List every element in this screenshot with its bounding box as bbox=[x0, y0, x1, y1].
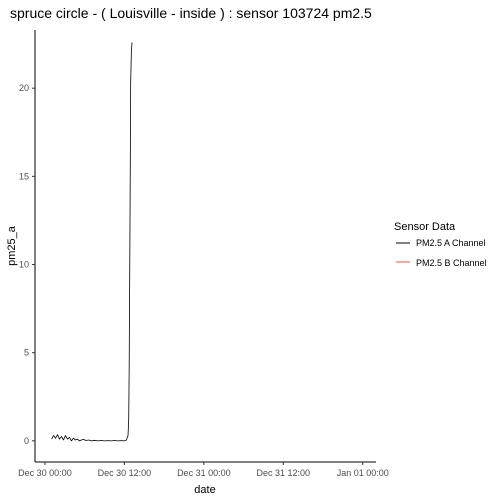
chart-title: spruce circle - ( Louisville - inside ) … bbox=[10, 5, 372, 21]
y-tick-label: 15 bbox=[19, 171, 29, 181]
x-axis-ticks: Dec 30 00:00 Dec 30 12:00 Dec 31 00:00 Dec … bbox=[18, 462, 389, 478]
y-tick-label: 5 bbox=[24, 348, 29, 358]
x-tick-label: Dec 31 00:00 bbox=[177, 468, 231, 478]
x-axis-title: date bbox=[194, 484, 215, 496]
legend-label-b: PM2.5 B Channel bbox=[416, 258, 487, 268]
plot-area: 0 5 10 15 20 Dec 30 00:00 Dec 30 12:00 Dec 31 … bbox=[18, 30, 389, 478]
x-tick-label: Dec 30 12:00 bbox=[98, 468, 152, 478]
x-tick-label: Jan 01 00:00 bbox=[337, 468, 389, 478]
legend-label-a: PM2.5 A Channel bbox=[416, 238, 486, 248]
y-tick-label: 20 bbox=[19, 83, 29, 93]
y-tick-label: 10 bbox=[19, 260, 29, 270]
legend: Sensor Data PM2.5 A Channel PM2.5 B Chan… bbox=[394, 221, 487, 268]
series-line-a-channel bbox=[51, 42, 133, 442]
y-axis-ticks: 0 5 10 15 20 bbox=[19, 83, 35, 446]
x-tick-label: Dec 30 00:00 bbox=[18, 468, 72, 478]
y-tick-label: 0 bbox=[24, 436, 29, 446]
y-axis-title: pm25_a bbox=[6, 225, 18, 266]
x-tick-label: Dec 31 12:00 bbox=[257, 468, 311, 478]
series-lines bbox=[51, 42, 133, 442]
legend-title: Sensor Data bbox=[394, 221, 456, 233]
